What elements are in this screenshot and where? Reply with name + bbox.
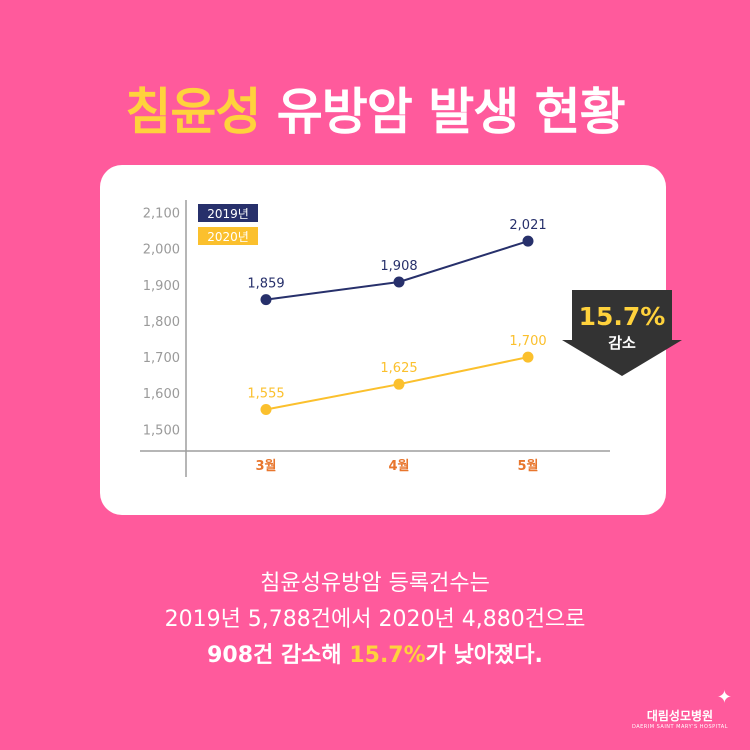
- y-tick-label: 1,500: [143, 423, 180, 438]
- data-label: 1,555: [247, 386, 284, 401]
- y-tick-label: 1,800: [143, 315, 180, 330]
- hospital-logo: ✦ 대림성모병원 DAERIM SAINT MARY'S HOSPITAL: [631, 687, 732, 730]
- data-label: 2,021: [509, 218, 546, 233]
- decrease-badge: 15.7% 감소: [558, 290, 686, 378]
- line-chart: 1,500 1,600 1,700 1,800 1,900 2,000 2,100 3월 4월 5…: [140, 200, 610, 477]
- down-arrow-icon: [562, 290, 682, 376]
- caption-line-3-c: 가 낮아졌다.: [425, 643, 543, 668]
- caption-line-3-b: 15.7%: [349, 643, 426, 668]
- caption-line-2: 2019년 5,788건에서 2020년 4,880건으로: [164, 607, 586, 632]
- y-tick-label: 2,100: [143, 207, 180, 222]
- y-tick-label: 1,600: [143, 387, 180, 402]
- page-title: 침윤성 유방암 발생 현황: [0, 72, 750, 144]
- caption: 침윤성유방암 등록건수는 2019년 5,788건에서 2020년 4,880건…: [0, 566, 750, 674]
- legend-swatch: [198, 227, 258, 245]
- title-highlight: 침윤성: [125, 83, 261, 141]
- y-tick-label: 2,000: [143, 243, 180, 258]
- caption-line-3: 908건 감소해 15.7%가 낮아졌다.: [0, 638, 750, 674]
- x-tick-label: 3월: [255, 458, 276, 474]
- y-tick-label: 1,900: [143, 279, 180, 294]
- data-point: [260, 403, 272, 415]
- legend-label: 2020년: [207, 230, 249, 244]
- legend-swatch: [198, 204, 258, 222]
- data-label: 1,700: [509, 334, 546, 349]
- data-point: [260, 294, 272, 306]
- data-point: [522, 235, 534, 247]
- star-icon: ✦: [716, 687, 732, 708]
- logo-subtitle: DAERIM SAINT MARY'S HOSPITAL: [631, 724, 728, 730]
- y-tick-label: 1,700: [143, 351, 180, 366]
- data-label: 1,625: [380, 361, 417, 376]
- badge-percent: 15.7%: [578, 302, 666, 331]
- caption-line-3-a: 908건 감소해: [207, 643, 350, 668]
- data-point: [522, 351, 534, 363]
- legend-label: 2019년: [207, 207, 249, 221]
- x-tick-label: 4월: [388, 458, 409, 474]
- x-tick-label: 5월: [517, 458, 538, 474]
- caption-line-1: 침윤성유방암 등록건수는: [260, 571, 490, 596]
- logo-name: 대림성모병원: [646, 709, 714, 723]
- title-rest: 유방암 발생 현황: [276, 83, 626, 141]
- data-point: [393, 378, 405, 390]
- badge-label: 감소: [608, 334, 636, 352]
- data-label: 1,859: [247, 277, 284, 292]
- data-point: [393, 276, 405, 288]
- data-label: 1,908: [380, 259, 417, 274]
